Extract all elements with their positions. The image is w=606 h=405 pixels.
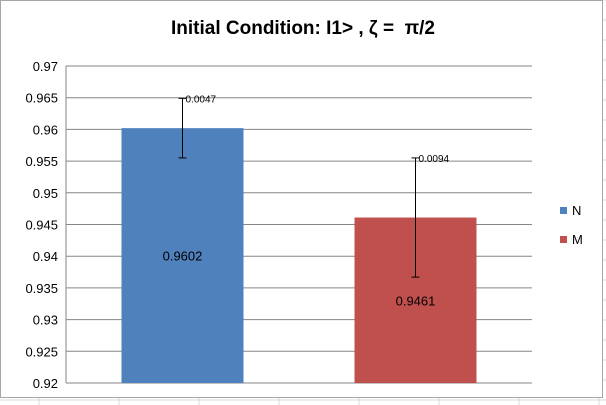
y-tick-label: 0.955 [25, 154, 58, 169]
y-tick-label: 0.965 [25, 91, 58, 106]
legend-swatch-m [560, 236, 567, 243]
legend-item-n: N [560, 203, 581, 218]
chart-title: Initial Condition: I1> , ζ = π/2 [171, 18, 435, 39]
y-tick-label: 0.93 [33, 313, 58, 328]
legend-item-m: M [560, 232, 583, 247]
error-label-m: 0.0094 [419, 154, 450, 165]
y-tick-label: 0.96 [33, 122, 58, 137]
legend-swatch-n [560, 207, 567, 214]
y-tick-label: 0.925 [25, 344, 58, 359]
y-tick-label: 0.935 [25, 281, 58, 296]
y-tick-label: 0.94 [33, 249, 58, 264]
y-tick-label: 0.945 [25, 218, 58, 233]
legend-label-n: N [572, 203, 582, 218]
y-tick-label: 0.92 [33, 376, 58, 391]
error-label-n: 0.0047 [186, 94, 217, 105]
legend-label-m: M [572, 232, 583, 247]
data-label-m: 0.9461 [396, 293, 436, 308]
data-label-n: 0.9602 [163, 249, 203, 264]
y-tick-label: 0.95 [33, 186, 58, 201]
y-tick-label: 0.97 [33, 59, 58, 74]
bar-n [121, 128, 244, 383]
